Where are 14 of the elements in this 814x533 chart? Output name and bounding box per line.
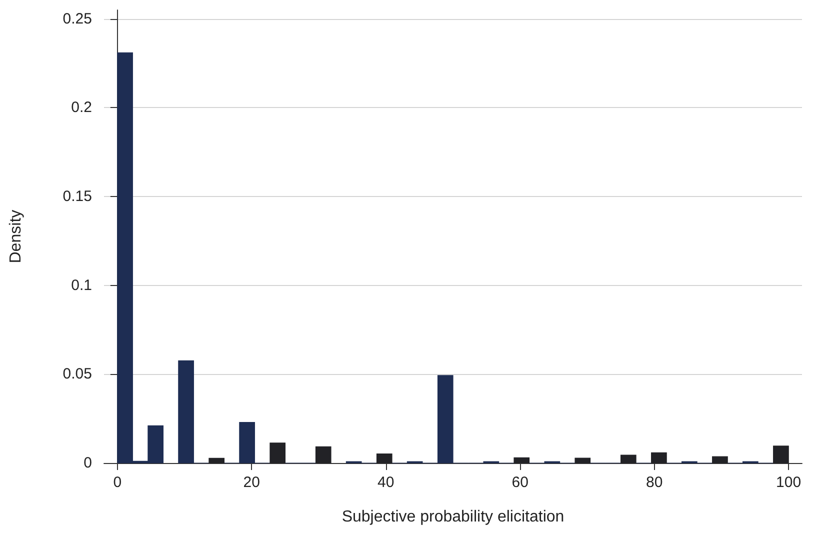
y-tick-label: 0.25	[62, 10, 92, 28]
x-tick-label: 100	[776, 474, 802, 491]
y-tick-label: 0.2	[71, 99, 92, 116]
x-tick-label: 60	[512, 474, 528, 491]
y-tick-label: 0.05	[62, 366, 92, 383]
y-tick-label: 0.1	[71, 276, 92, 294]
x-tick-label: 20	[243, 474, 260, 491]
x-tick-label: 0	[113, 474, 122, 491]
x-axis-title: Subjective probability elicitation	[342, 508, 564, 526]
y-tick-label: 0.15	[62, 188, 92, 206]
y-tick-label: 0	[84, 454, 92, 472]
y-axis-title: Density	[8, 210, 24, 264]
x-tick-label: 80	[646, 474, 663, 491]
x-tick-label: 40	[378, 474, 394, 491]
